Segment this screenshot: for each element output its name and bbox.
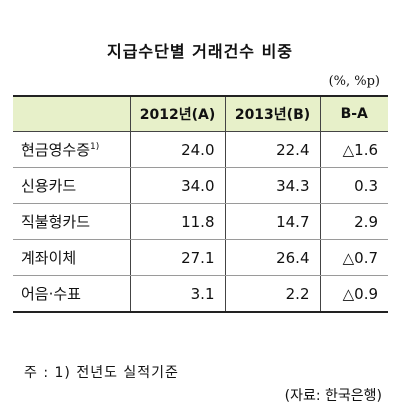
cell-diff: 2.9 [319,203,388,240]
header-row: 2012년(A) 2013년(B) B-A [13,95,388,132]
row-label: 어음·수표 [13,275,130,313]
source-label: (자료: 한국은행) [284,388,382,404]
cell-2012: 27.1 [129,239,225,276]
cell-diff: △0.7 [319,239,388,276]
cell-2013: 22.4 [224,131,320,168]
row-label-text: 현금영수증 [21,141,91,159]
footnote: 주 : 1) 전년도 실적기준 [24,365,179,381]
cell-2012: 11.8 [129,203,225,240]
row-label-text: 어음·수표 [21,285,81,303]
cell-diff: △0.9 [319,275,388,313]
cell-2013: 2.2 [224,275,320,313]
transaction-share-table: 2012년(A) 2013년(B) B-A 현금영수증1) 24.0 22.4 … [13,95,388,313]
cell-2013: 34.3 [224,167,320,204]
row-label-text: 계좌이체 [21,249,77,267]
row-label: 신용카드 [13,167,130,204]
unit-label: (%, %p) [328,74,380,89]
table-row: 신용카드 34.0 34.3 0.3 [13,167,388,204]
header-cell-2012: 2012년(A) [129,95,225,132]
header-cell-2013: 2013년(B) [224,95,320,132]
row-label-text: 신용카드 [21,177,77,195]
cell-diff: △1.6 [319,131,388,168]
row-label: 직불형카드 [13,203,130,240]
cell-2013: 26.4 [224,239,320,276]
header-cell-diff: B-A [319,95,388,132]
table-row: 계좌이체 27.1 26.4 △0.7 [13,239,388,276]
table-row: 현금영수증1) 24.0 22.4 △1.6 [13,131,388,168]
table-row: 직불형카드 11.8 14.7 2.9 [13,203,388,240]
cell-diff: 0.3 [319,167,388,204]
footnote-marker: 1) [90,142,100,152]
header-cell-category [13,95,130,132]
cell-2012: 24.0 [129,131,225,168]
row-label: 현금영수증1) [13,131,130,168]
table-title: 지급수단별 거래건수 비중 [106,42,294,61]
cell-2012: 3.1 [129,275,225,313]
cell-2013: 14.7 [224,203,320,240]
table-row: 어음·수표 3.1 2.2 △0.9 [13,275,388,313]
cell-2012: 34.0 [129,167,225,204]
row-label-text: 직불형카드 [21,213,91,231]
row-label: 계좌이체 [13,239,130,276]
